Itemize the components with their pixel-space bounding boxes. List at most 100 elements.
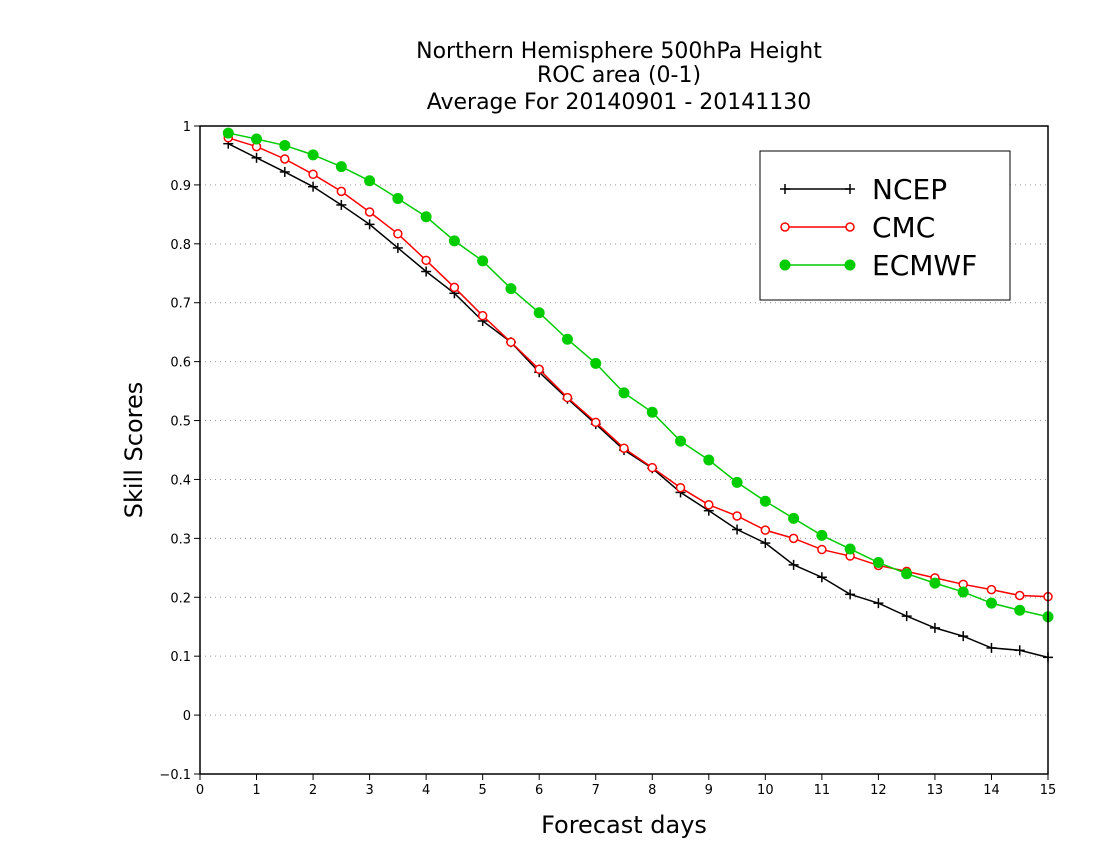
data-point-ecmwf <box>1014 604 1026 616</box>
legend-label-ncep: NCEP <box>872 173 947 206</box>
data-point-cmc <box>675 482 686 493</box>
data-point-ecmwf <box>816 529 828 541</box>
title-line-1: Northern Hemisphere 500hPa Height <box>416 39 822 64</box>
x-tick-label: 15 <box>1040 783 1057 798</box>
title-line-2: ROC area (0-1) <box>537 63 701 88</box>
data-point-ecmwf <box>901 568 913 580</box>
x-tick-label: 11 <box>814 783 831 798</box>
data-point-ncep <box>788 559 799 570</box>
legend-marker-ncep <box>845 184 855 194</box>
series-line-ncep <box>227 143 1049 659</box>
x-axis-ticks: 0 1 2 3 4 5 6 7 8 9 10 11 12 13 14 15 <box>196 774 1056 798</box>
legend-label-cmc: CMC <box>872 211 935 244</box>
data-point-ecmwf <box>505 283 517 295</box>
data-point-cmc <box>986 584 997 595</box>
data-point-cmc <box>364 207 375 217</box>
y-tick-label: 0.6 <box>170 356 191 371</box>
x-tick-label: 13 <box>927 783 944 798</box>
y-tick-label: 0.1 <box>170 650 191 665</box>
x-tick-label: 7 <box>592 783 600 798</box>
data-point-cmc <box>817 544 827 555</box>
data-point-ecmwf <box>646 406 658 418</box>
x-tick-label: 0 <box>196 783 204 798</box>
data-point-ecmwf <box>675 435 687 447</box>
y-tick-label: 0 <box>183 709 191 724</box>
data-point-ecmwf <box>279 139 291 151</box>
data-point-ncep <box>901 611 912 622</box>
data-point-ncep <box>364 219 375 230</box>
data-point-cmc <box>421 255 431 266</box>
data-point-ncep <box>308 181 319 192</box>
chart-title: Northern Hemisphere 500hPa Height ROC ar… <box>416 39 822 115</box>
y-axis-label: Skill Scores <box>120 382 148 519</box>
data-point-cmc <box>647 462 658 473</box>
y-axis-ticks: −0.1 0 0.1 0.2 0.3 0.4 0.5 0.6 0.7 0.8 0.9 1 <box>159 120 200 783</box>
data-point-ncep <box>251 152 262 163</box>
data-point-ecmwf <box>929 577 941 589</box>
data-point-ecmwf <box>335 161 347 173</box>
series-ecmwf <box>222 127 1054 623</box>
data-point-ecmwf <box>759 495 771 507</box>
data-point-ecmwf <box>420 211 432 223</box>
data-point-ecmwf <box>618 387 630 399</box>
data-point-ncep <box>732 524 743 535</box>
data-point-ecmwf <box>364 175 376 187</box>
legend-marker-cmc <box>780 222 790 232</box>
legend-marker-cmc <box>845 222 855 232</box>
y-tick-label: −0.1 <box>159 768 191 783</box>
data-point-ncep <box>845 589 856 600</box>
data-point-ncep <box>1014 645 1025 656</box>
data-point-cmc <box>590 417 601 428</box>
data-point-ecmwf <box>703 454 715 466</box>
x-axis-label: Forecast days <box>541 811 707 839</box>
x-tick-label: 6 <box>535 783 543 798</box>
data-point-cmc <box>336 186 347 197</box>
x-tick-label: 5 <box>479 783 487 798</box>
legend-marker-ncep <box>780 184 790 194</box>
data-point-ecmwf <box>222 127 234 139</box>
data-point-ecmwf <box>957 586 969 598</box>
data-point-ncep <box>421 266 432 277</box>
data-point-ecmwf <box>788 512 800 524</box>
x-tick-label: 3 <box>365 783 373 798</box>
x-tick-label: 10 <box>757 783 774 798</box>
data-point-cmc <box>760 525 771 535</box>
data-point-ecmwf <box>731 476 743 488</box>
x-tick-label: 2 <box>309 783 317 798</box>
legend-item-ncep: NCEP <box>780 173 947 206</box>
x-tick-label: 12 <box>870 783 887 798</box>
data-point-ecmwf <box>448 235 460 247</box>
data-point-cmc <box>1014 590 1025 601</box>
legend-marker-ecmwf <box>844 259 856 271</box>
data-point-ncep <box>392 242 403 253</box>
data-point-cmc <box>308 169 318 180</box>
x-tick-label: 4 <box>422 783 430 798</box>
data-point-ecmwf <box>844 543 856 555</box>
data-point-cmc <box>449 282 460 293</box>
data-point-ncep <box>816 572 827 583</box>
data-point-cmc <box>393 229 403 239</box>
legend-box <box>759 150 1011 301</box>
data-point-cmc <box>704 500 714 510</box>
y-tick-label: 0.7 <box>170 297 191 312</box>
data-point-ncep <box>929 622 940 633</box>
data-point-ecmwf <box>872 557 884 569</box>
data-point-ecmwf <box>392 192 404 204</box>
data-point-cmc <box>280 154 290 164</box>
data-point-cmc <box>619 443 629 453</box>
x-tick-label: 8 <box>648 783 656 798</box>
data-point-ecmwf <box>533 307 545 319</box>
data-point-cmc <box>788 533 799 544</box>
data-point-ecmwf <box>985 597 997 609</box>
data-point-cmc <box>562 392 573 403</box>
legend: NCEP CMC ECMWF <box>759 150 1011 301</box>
data-point-ncep <box>336 199 347 210</box>
x-tick-label: 9 <box>705 783 713 798</box>
data-point-cmc <box>534 364 544 375</box>
legend-marker-ecmwf <box>779 259 791 271</box>
x-tick-label: 14 <box>983 783 1000 798</box>
data-point-cmc <box>732 511 742 521</box>
data-point-ecmwf <box>251 133 263 145</box>
data-point-ecmwf <box>307 149 319 161</box>
